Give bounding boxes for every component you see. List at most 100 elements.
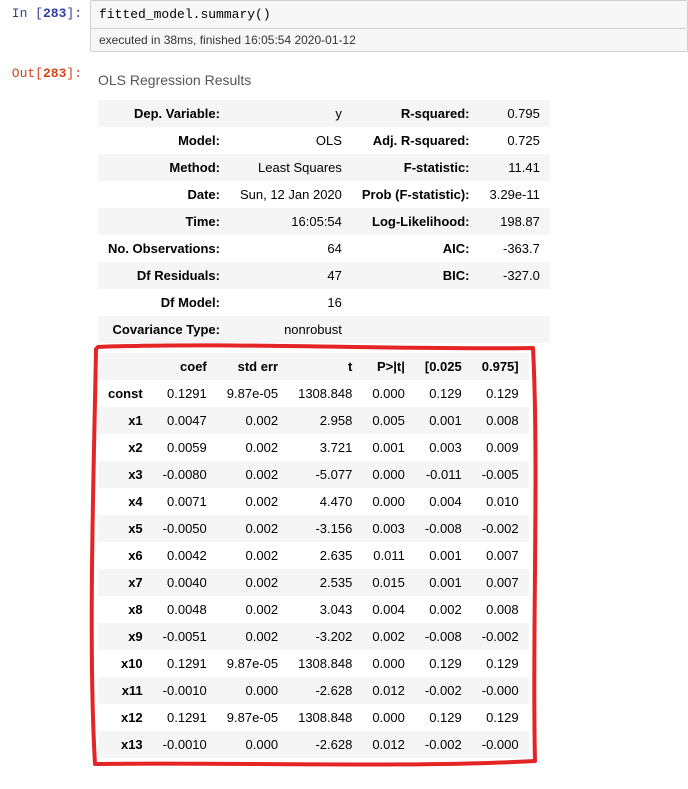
summary-label: Dep. Variable: bbox=[98, 100, 230, 127]
coef-value: 0.002 bbox=[217, 434, 288, 461]
coef-value: 0.129 bbox=[415, 650, 472, 677]
coef-value: -0.000 bbox=[472, 731, 529, 758]
in-prompt-num: 283 bbox=[43, 6, 66, 21]
coef-var-name: x2 bbox=[98, 434, 153, 461]
coef-value: 0.129 bbox=[472, 380, 529, 407]
summary-label bbox=[352, 316, 480, 343]
coef-value: -0.0010 bbox=[153, 677, 217, 704]
coef-var-name: x8 bbox=[98, 596, 153, 623]
coef-var-name: x6 bbox=[98, 542, 153, 569]
coef-value: 0.002 bbox=[217, 515, 288, 542]
summary-row: Date:Sun, 12 Jan 2020Prob (F-statistic):… bbox=[98, 181, 550, 208]
coef-row: x3-0.00800.002-5.0770.000-0.011-0.005 bbox=[98, 461, 529, 488]
coef-var-name: x7 bbox=[98, 569, 153, 596]
summary-label: Df Model: bbox=[98, 289, 230, 316]
coef-value: -5.077 bbox=[288, 461, 362, 488]
coef-var-name: x9 bbox=[98, 623, 153, 650]
coef-var-name: x5 bbox=[98, 515, 153, 542]
summary-value: 3.29e-11 bbox=[480, 181, 550, 208]
coef-value: -0.0010 bbox=[153, 731, 217, 758]
coef-value: 2.535 bbox=[288, 569, 362, 596]
summary-value bbox=[480, 289, 550, 316]
output-cell: Out[283]: OLS Regression Results Dep. Va… bbox=[0, 60, 688, 771]
summary-value: Least Squares bbox=[230, 154, 352, 181]
coef-value: 0.008 bbox=[472, 596, 529, 623]
summary-value: 198.87 bbox=[480, 208, 550, 235]
summary-label: Method: bbox=[98, 154, 230, 181]
summary-label: Time: bbox=[98, 208, 230, 235]
in-prompt-suffix: ]: bbox=[66, 6, 82, 21]
coef-value: -0.011 bbox=[415, 461, 472, 488]
coef-value: 0.000 bbox=[362, 650, 415, 677]
summary-row: Time:16:05:54Log-Likelihood:198.87 bbox=[98, 208, 550, 235]
coef-value: 0.002 bbox=[217, 542, 288, 569]
summary-row: Dep. Variable:yR-squared:0.795 bbox=[98, 100, 550, 127]
coef-value: 0.129 bbox=[415, 704, 472, 731]
coef-value: 0.000 bbox=[217, 731, 288, 758]
coef-row: x100.12919.87e-051308.8480.0000.1290.129 bbox=[98, 650, 529, 677]
coef-value: -0.0050 bbox=[153, 515, 217, 542]
summary-label bbox=[352, 289, 480, 316]
summary-table: Dep. Variable:yR-squared:0.795Model:OLSA… bbox=[98, 100, 550, 343]
coef-header: [0.025 bbox=[415, 353, 472, 380]
summary-label: F-statistic: bbox=[352, 154, 480, 181]
out-prompt-prefix: Out[ bbox=[12, 66, 43, 81]
coef-table-wrap: coefstd errtP>|t|[0.0250.975]const0.1291… bbox=[98, 353, 529, 768]
coef-value: 0.1291 bbox=[153, 380, 217, 407]
summary-value: -363.7 bbox=[480, 235, 550, 262]
summary-label: No. Observations: bbox=[98, 235, 230, 262]
coef-value: 0.002 bbox=[217, 461, 288, 488]
coef-value: 0.129 bbox=[472, 704, 529, 731]
coef-row: x70.00400.0022.5350.0150.0010.007 bbox=[98, 569, 529, 596]
coef-value: 0.0048 bbox=[153, 596, 217, 623]
coef-value: 0.001 bbox=[415, 569, 472, 596]
summary-value: y bbox=[230, 100, 352, 127]
coef-value: 3.721 bbox=[288, 434, 362, 461]
summary-label: Adj. R-squared: bbox=[352, 127, 480, 154]
coef-value: 4.470 bbox=[288, 488, 362, 515]
coef-value: 0.010 bbox=[472, 488, 529, 515]
coef-row: x20.00590.0023.7210.0010.0030.009 bbox=[98, 434, 529, 461]
coef-header-row: coefstd errtP>|t|[0.0250.975] bbox=[98, 353, 529, 380]
coef-value: -0.0080 bbox=[153, 461, 217, 488]
coef-value: -0.002 bbox=[415, 731, 472, 758]
summary-row: Covariance Type:nonrobust bbox=[98, 316, 550, 343]
coef-value: 0.005 bbox=[362, 407, 415, 434]
coef-value: 0.008 bbox=[472, 407, 529, 434]
in-prompt: In [283]: bbox=[0, 0, 90, 29]
coef-value: 0.1291 bbox=[153, 650, 217, 677]
coef-value: 0.001 bbox=[415, 542, 472, 569]
coef-row: x40.00710.0024.4700.0000.0040.010 bbox=[98, 488, 529, 515]
summary-row: Model:OLSAdj. R-squared:0.725 bbox=[98, 127, 550, 154]
coef-value: 0.0071 bbox=[153, 488, 217, 515]
coef-header: t bbox=[288, 353, 362, 380]
coef-value: -2.628 bbox=[288, 731, 362, 758]
coef-value: 0.001 bbox=[362, 434, 415, 461]
summary-value: Sun, 12 Jan 2020 bbox=[230, 181, 352, 208]
coef-value: -0.0051 bbox=[153, 623, 217, 650]
summary-label: R-squared: bbox=[352, 100, 480, 127]
code-input[interactable]: fitted_model.summary() bbox=[90, 0, 688, 29]
summary-row: Method:Least SquaresF-statistic:11.41 bbox=[98, 154, 550, 181]
coef-row: x9-0.00510.002-3.2020.002-0.008-0.002 bbox=[98, 623, 529, 650]
coef-value: 0.002 bbox=[217, 596, 288, 623]
coef-row: const0.12919.87e-051308.8480.0000.1290.1… bbox=[98, 380, 529, 407]
summary-label: AIC: bbox=[352, 235, 480, 262]
coef-row: x13-0.00100.000-2.6280.012-0.002-0.000 bbox=[98, 731, 529, 758]
input-cell: In [283]: fitted_model.summary() bbox=[0, 0, 688, 29]
ols-title: OLS Regression Results bbox=[98, 72, 688, 88]
coef-value: 1308.848 bbox=[288, 380, 362, 407]
coef-var-name: x12 bbox=[98, 704, 153, 731]
coef-value: -3.202 bbox=[288, 623, 362, 650]
coef-var-name: x3 bbox=[98, 461, 153, 488]
coef-value: -0.002 bbox=[472, 515, 529, 542]
coef-value: 0.000 bbox=[217, 677, 288, 704]
coef-value: 0.0059 bbox=[153, 434, 217, 461]
coef-value: -0.008 bbox=[415, 623, 472, 650]
coef-value: 0.002 bbox=[217, 569, 288, 596]
coef-value: 0.002 bbox=[362, 623, 415, 650]
summary-label: BIC: bbox=[352, 262, 480, 289]
coef-value: -0.000 bbox=[472, 677, 529, 704]
summary-row: Df Model:16 bbox=[98, 289, 550, 316]
coef-value: 1308.848 bbox=[288, 704, 362, 731]
